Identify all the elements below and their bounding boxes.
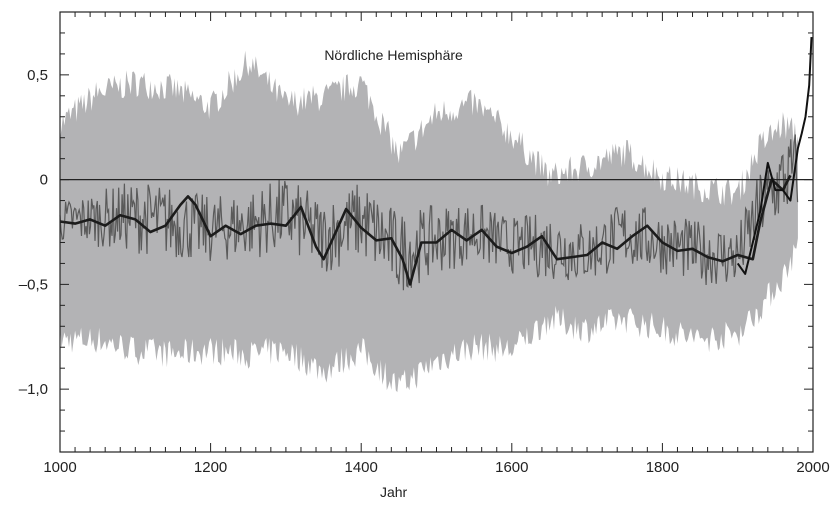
instrumental-series-layer [736,37,813,275]
x-tick-label: 1800 [646,459,679,476]
y-tick-label: –1,0 [19,381,48,398]
x-tick-label: 1200 [194,459,227,476]
smoothed-series-layer [59,174,792,286]
instrumental-series-line [736,37,813,275]
x-tick-label: 1400 [345,459,378,476]
y-axis-ticks: 0,5 0 –0,5 –1,0 [19,11,813,453]
smoothed-series-line [59,174,792,286]
x-tick-label: 1000 [43,459,76,476]
y-tick-label: 0 [40,172,48,189]
annual-reconstruction-line [59,134,799,291]
x-tick-label: 2000 [796,459,829,476]
y-tick-label: 0,5 [27,67,48,84]
x-tick-label: 1600 [495,459,528,476]
x-axis-ticks: 1000 1200 1400 1600 1800 2000 [43,12,830,476]
y-tick-label: –0,5 [19,276,48,293]
x-axis-title: Jahr [380,484,408,500]
annual-reconstruction-layer [59,134,799,291]
region-annotation: Nördliche Hemisphäre [324,47,463,63]
